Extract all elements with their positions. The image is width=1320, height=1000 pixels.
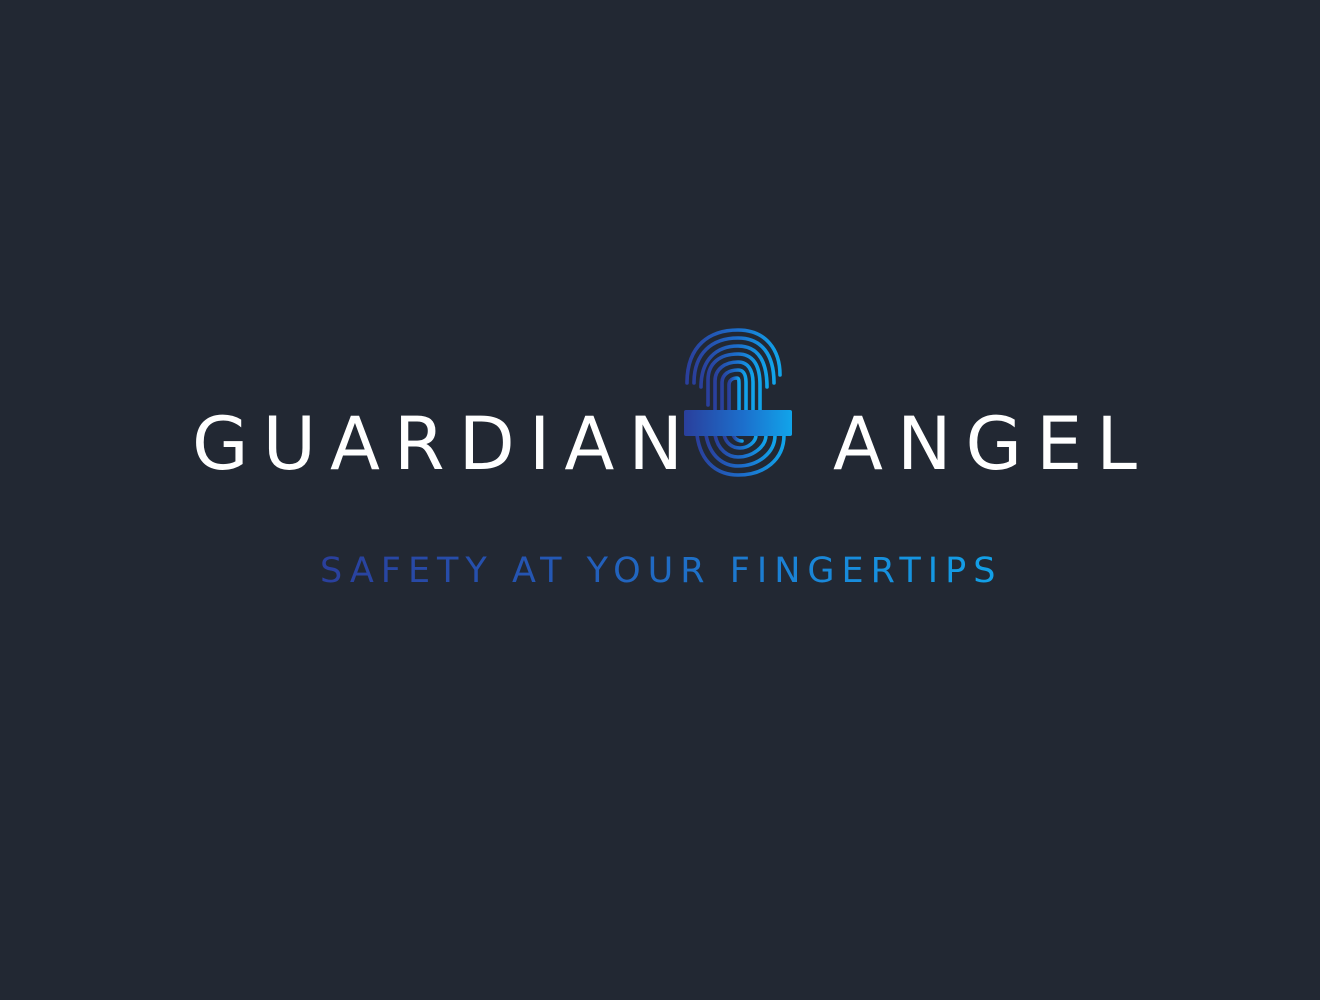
fingerprint-icon (684, 328, 792, 477)
brand-word-guardian: GUARDIAN (192, 402, 697, 487)
tagline: SAFETY AT YOUR FINGERTIPS (320, 548, 1020, 594)
brand-word-angel: ANGEL (833, 402, 1151, 487)
